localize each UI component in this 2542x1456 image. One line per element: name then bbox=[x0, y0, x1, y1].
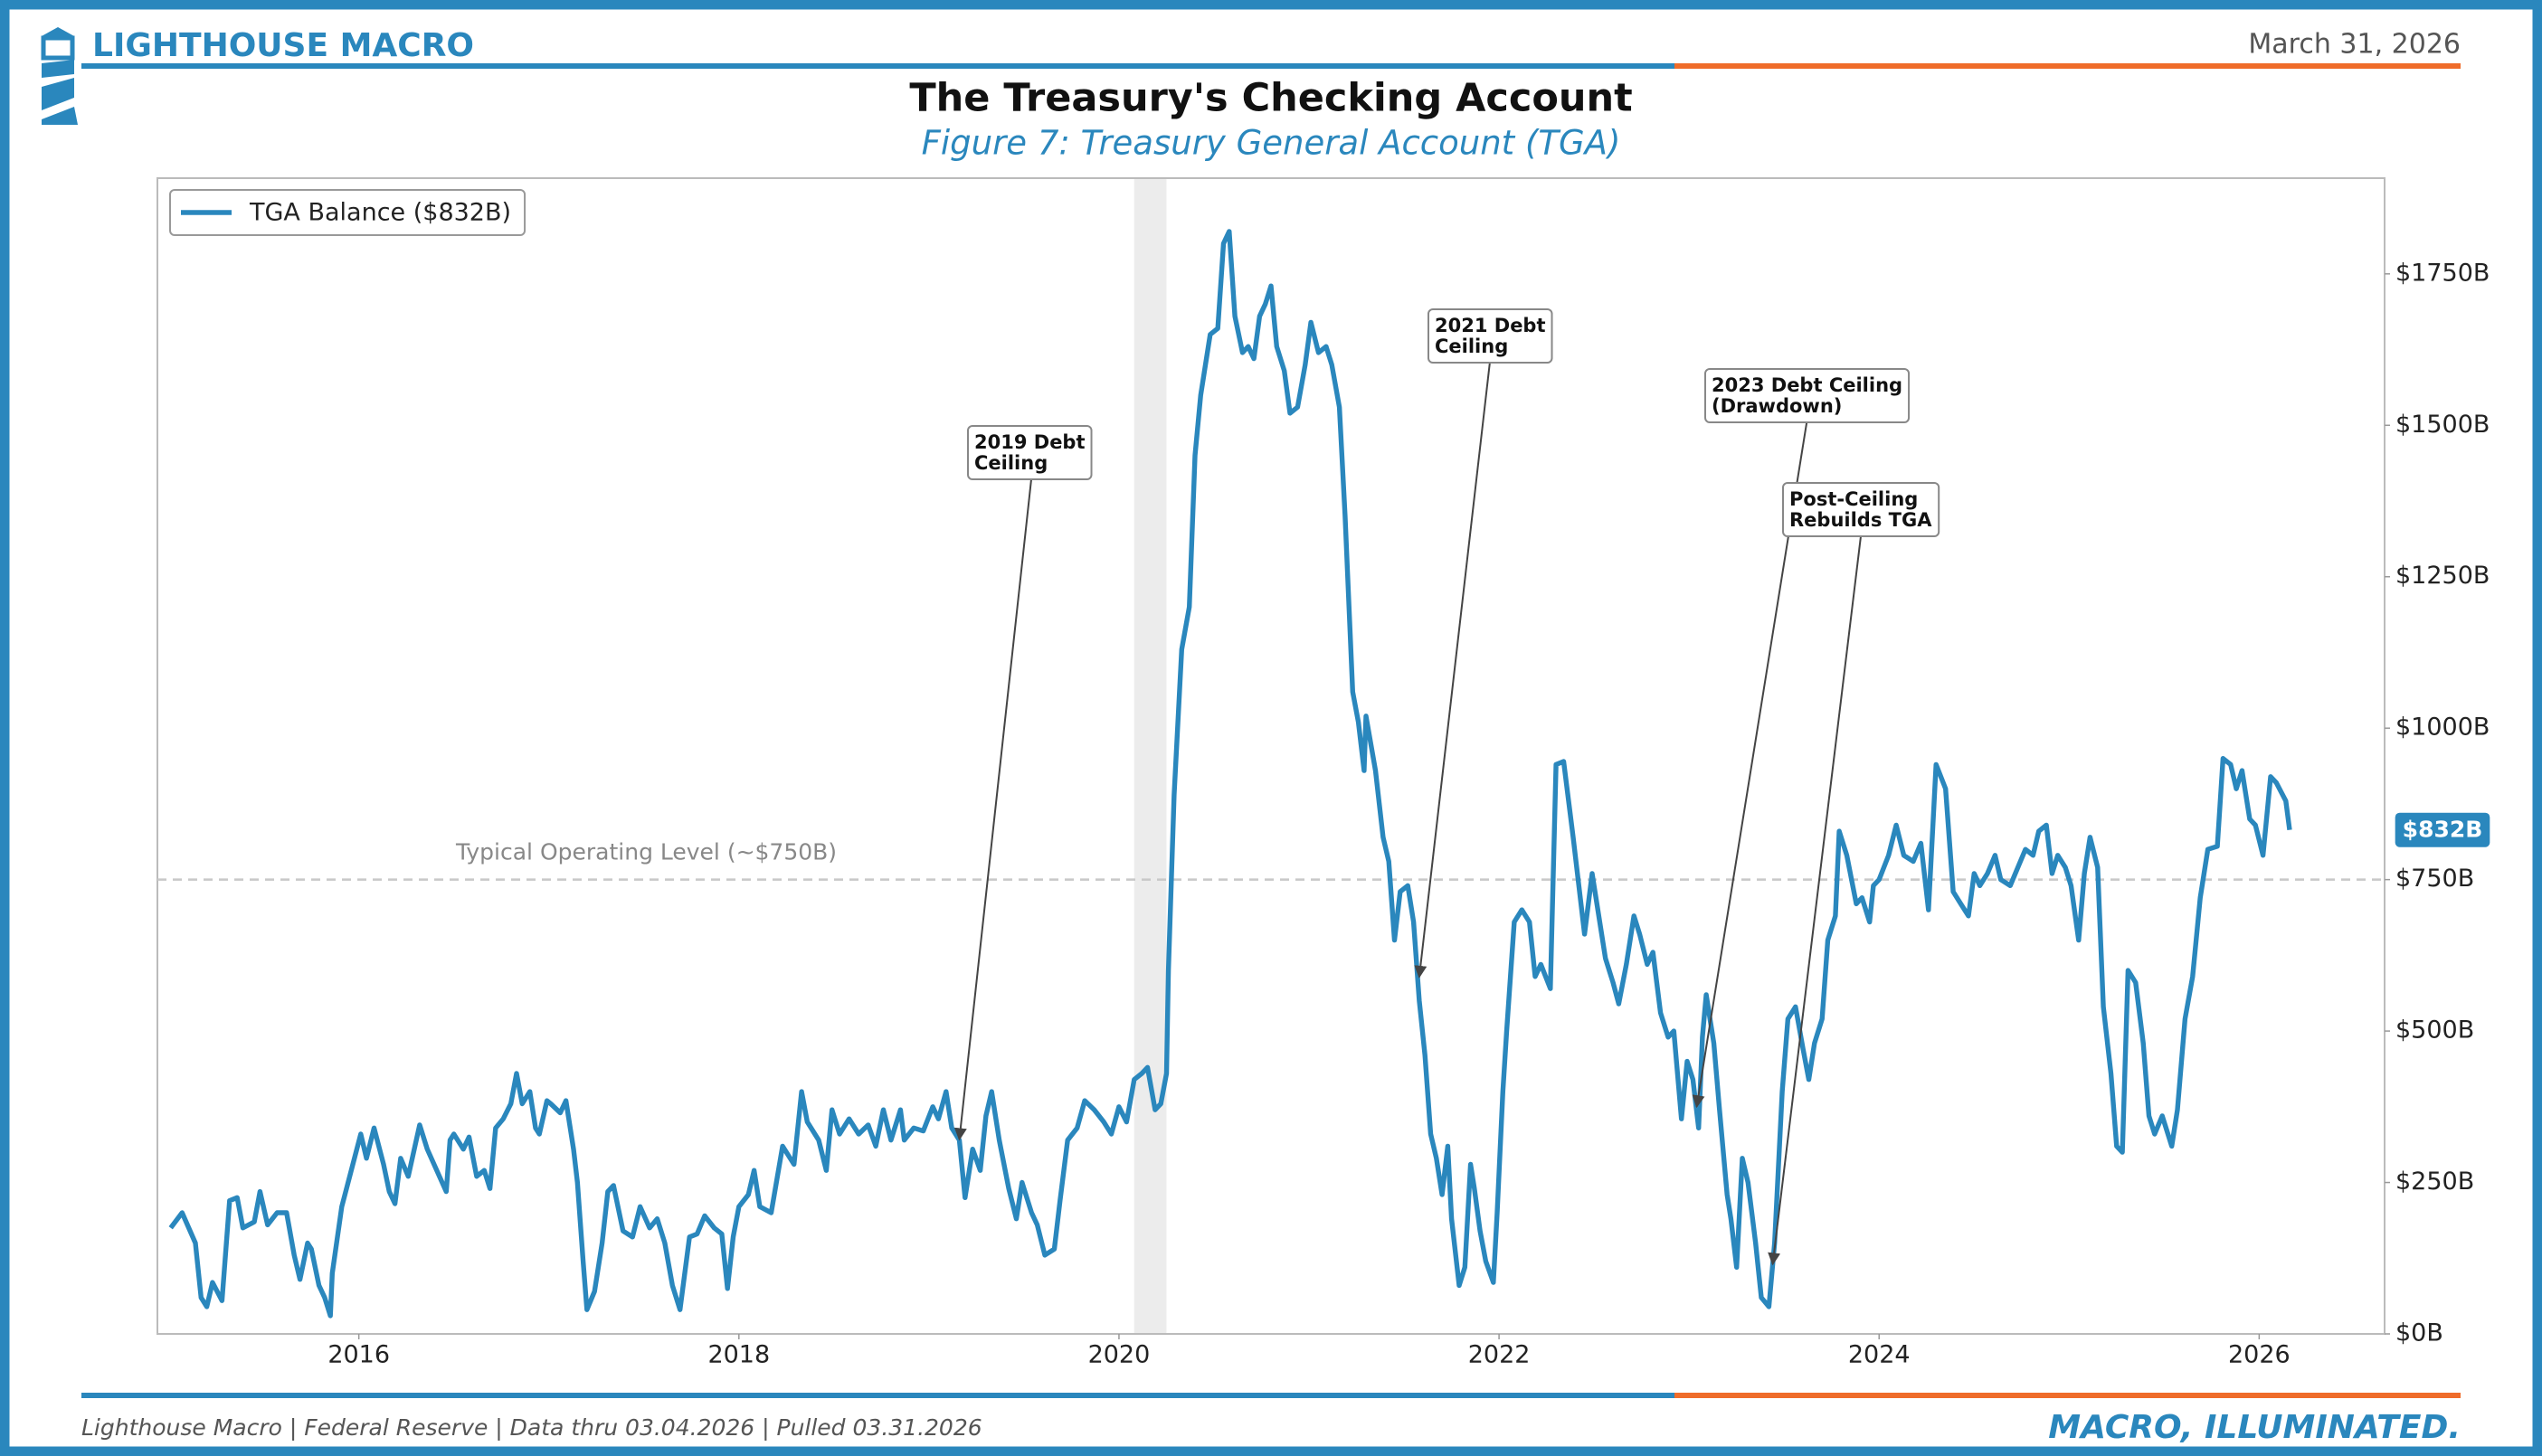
end-label: $832B bbox=[2395, 812, 2490, 847]
annotation-arrow bbox=[953, 478, 1032, 1141]
legend-label: TGA Balance ($832B) bbox=[249, 199, 511, 227]
annotation-box bbox=[1704, 368, 1911, 423]
annotation-arrow bbox=[1414, 361, 1491, 979]
footer-tagline: MACRO, ILLUMINATED. bbox=[2048, 1409, 2461, 1446]
chart-subtitle: Figure 7: Treasury General Account (TGA) bbox=[922, 124, 1621, 163]
x-tick-label: 2018 bbox=[707, 1341, 770, 1369]
annotation-text: Rebuilds TGA bbox=[1789, 509, 1932, 531]
legend: TGA Balance ($832B) bbox=[169, 189, 526, 236]
annotation-text: Ceiling bbox=[1435, 336, 1508, 357]
brand: LIGHTHOUSE MACRO bbox=[92, 27, 474, 64]
shaded-period bbox=[1133, 178, 1167, 1334]
series-line bbox=[168, 229, 2292, 1319]
plot-area: $0B $250B $500B $750B $1000B $1250B $1500B $175… bbox=[157, 177, 2490, 1369]
x-tick-label: 2024 bbox=[1848, 1341, 1911, 1369]
x-tick-label: 2022 bbox=[1468, 1341, 1531, 1369]
annotation-box bbox=[1428, 308, 1553, 364]
reference-label: Typical Operating Level (~$750B) bbox=[455, 839, 837, 865]
logo bbox=[41, 27, 78, 125]
annotation-box bbox=[967, 425, 1093, 480]
report-date: March 31, 2026 bbox=[2248, 29, 2461, 61]
annotation-text: 2023 Debt Ceiling bbox=[1712, 374, 1902, 396]
annotation-text: Ceiling bbox=[974, 452, 1048, 474]
y-tick-label: $500B bbox=[2395, 1016, 2474, 1045]
annotation-arrow bbox=[1768, 535, 1862, 1266]
y-tick-label: $1000B bbox=[2395, 714, 2490, 742]
x-tick-label: 2020 bbox=[1088, 1341, 1151, 1369]
end-label-badge bbox=[2395, 812, 2490, 847]
annotation-box bbox=[1782, 482, 1940, 537]
y-tick-label: $750B bbox=[2395, 865, 2474, 893]
annotation-text: 2021 Debt bbox=[1435, 315, 1546, 336]
y-tick-label: $1500B bbox=[2395, 411, 2490, 439]
chart-title: The Treasury's Checking Account bbox=[909, 76, 1632, 121]
annotation: 2023 Debt Ceiling(Drawdown) bbox=[1704, 368, 1911, 423]
y-tick-label: $1250B bbox=[2395, 562, 2490, 590]
annotation-text: 2019 Debt bbox=[974, 431, 1086, 453]
footer-source: Lighthouse Macro | Federal Reserve | Dat… bbox=[81, 1414, 982, 1441]
x-tick-label: 2026 bbox=[2228, 1341, 2291, 1369]
x-tick-label: 2016 bbox=[327, 1341, 390, 1369]
axes-frame bbox=[157, 177, 2385, 1335]
y-tick-label: $0B bbox=[2395, 1319, 2443, 1347]
legend-box bbox=[169, 189, 526, 236]
annotation-text: (Drawdown) bbox=[1712, 395, 1842, 417]
y-tick-label: $1750B bbox=[2395, 259, 2490, 287]
annotation-text: Post-Ceiling bbox=[1789, 488, 1918, 510]
y-tick-label: $250B bbox=[2395, 1168, 2474, 1196]
end-label-text: $832B bbox=[2403, 817, 2483, 843]
